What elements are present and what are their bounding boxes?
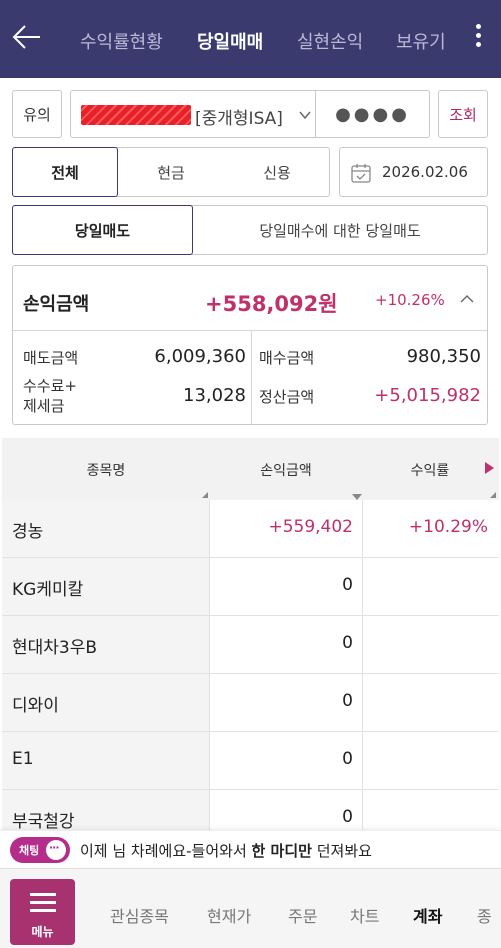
table-header: 종목명 손익금액 수익률 bbox=[2, 438, 499, 500]
fee-label: 수수료+ 제세금 bbox=[23, 376, 77, 416]
chat-message-post: 던져봐요 bbox=[311, 842, 372, 860]
divider bbox=[13, 330, 487, 331]
query-button[interactable]: 조회 bbox=[438, 90, 488, 138]
buy-amount-label: 매수금액 bbox=[259, 349, 315, 367]
more-button[interactable] bbox=[470, 20, 486, 60]
calendar-icon bbox=[351, 164, 371, 183]
segment-cash[interactable]: 현금 bbox=[157, 163, 185, 182]
stock-name: 현대차3우B bbox=[12, 638, 98, 658]
segment-credit[interactable]: 신용 bbox=[263, 163, 291, 182]
stock-name: 디와이 bbox=[12, 696, 59, 716]
stock-pnl: 0 bbox=[342, 807, 353, 827]
nav-current-price[interactable]: 현재가 bbox=[207, 907, 252, 926]
stock-rate: +10.29% bbox=[408, 517, 488, 537]
table-row[interactable]: KG케미칼 0 bbox=[2, 558, 499, 616]
arrow-left-icon bbox=[12, 25, 40, 49]
segment-all[interactable]: 전체 bbox=[12, 147, 118, 197]
mode-day-sell[interactable]: 당일매도 bbox=[12, 205, 193, 255]
chat-message-pre: 이제 님 차례에요-들어와서 bbox=[80, 842, 252, 860]
stock-name: 경농 bbox=[12, 522, 44, 542]
stock-pnl: 0 bbox=[342, 633, 353, 653]
nav-chart[interactable]: 차트 bbox=[350, 907, 380, 926]
account-select[interactable]: [중개형ISA] bbox=[70, 90, 316, 138]
sell-amount-label: 매도금액 bbox=[23, 349, 79, 367]
sort-indicator-icon bbox=[490, 492, 496, 498]
divider bbox=[251, 330, 252, 424]
nav-order[interactable]: 주문 bbox=[288, 907, 318, 926]
stock-name: KG케미칼 bbox=[12, 580, 84, 600]
pnl-summary-card: 손익금액 +558,092원 +10.26% 매도금액 6,009,360 매수… bbox=[12, 265, 488, 425]
chat-bubble-icon bbox=[46, 840, 66, 860]
chat-banner[interactable]: 채팅 이제 님 차례에요-들어와서 한 마디만 던져봐요 bbox=[0, 830, 501, 868]
tab-holding[interactable]: 보유기 bbox=[396, 32, 446, 53]
tab-return-status[interactable]: 수익률현황 bbox=[80, 32, 163, 53]
mode-day-buy-sell[interactable]: 당일매수에 대한 당일매도 bbox=[259, 221, 421, 240]
chat-message: 이제 님 차례에요-들어와서 한 마디만 던져봐요 bbox=[80, 840, 372, 861]
bottom-navigation: 메뉴 관심종목 현재가 주문 차트 계좌 종 bbox=[0, 868, 501, 948]
sell-mode-segment: 당일매도 당일매수에 대한 당일매도 bbox=[12, 205, 488, 255]
menu-button[interactable]: 메뉴 bbox=[10, 879, 75, 945]
nav-account[interactable]: 계좌 bbox=[413, 907, 443, 926]
pnl-label: 손익금액 bbox=[23, 294, 90, 315]
stock-pnl: 0 bbox=[342, 575, 353, 595]
stock-pnl: +559,402 bbox=[268, 517, 353, 537]
top-header: 수익률현황 당일매매 실현손익 보유기 bbox=[0, 0, 501, 78]
nav-watchlist[interactable]: 관심종목 bbox=[110, 907, 169, 926]
pnl-rate: +10.26% bbox=[375, 291, 445, 309]
account-name: [중개형ISA] bbox=[195, 109, 283, 129]
stock-name: 부국철강 bbox=[12, 812, 75, 832]
chevron-down-icon bbox=[299, 111, 311, 120]
table-row[interactable]: 현대차3우B 0 bbox=[2, 616, 499, 674]
pnl-amount: +558,092원 bbox=[205, 292, 338, 316]
stock-pnl: 0 bbox=[342, 749, 353, 769]
back-button[interactable] bbox=[10, 20, 50, 60]
chat-button[interactable]: 채팅 bbox=[10, 837, 70, 863]
table-row[interactable]: E1 0 bbox=[2, 732, 499, 790]
sort-desc-icon bbox=[352, 494, 362, 500]
sort-indicator-icon bbox=[202, 492, 208, 498]
date-picker[interactable]: 2026.02.06 bbox=[339, 147, 488, 197]
menu-label: 메뉴 bbox=[31, 925, 54, 939]
buy-amount-value: 980,350 bbox=[406, 346, 481, 367]
col-pnl[interactable]: 손익금액 bbox=[260, 463, 312, 479]
kebab-menu-icon bbox=[470, 24, 486, 47]
chat-pill-label: 채팅 bbox=[19, 844, 40, 857]
redacted-account-number bbox=[81, 105, 191, 125]
scroll-right-icon[interactable] bbox=[485, 462, 494, 474]
fee-label-line1: 수수료+ bbox=[23, 377, 77, 395]
sell-amount-value: 6,009,360 bbox=[154, 346, 246, 367]
credit-type-segment: 전체 현금 신용 bbox=[12, 147, 330, 197]
stock-pnl: 0 bbox=[342, 691, 353, 711]
settle-label: 정산금액 bbox=[259, 388, 315, 406]
table-row[interactable]: 디와이 0 bbox=[2, 674, 499, 732]
date-value: 2026.02.06 bbox=[382, 163, 468, 181]
nav-more[interactable]: 종 bbox=[477, 907, 492, 926]
tab-realized-pnl[interactable]: 실현손익 bbox=[297, 32, 364, 53]
fee-value: 13,028 bbox=[183, 385, 246, 406]
password-mask: ●●●● bbox=[335, 103, 410, 125]
account-type-button[interactable]: 유의 bbox=[12, 90, 62, 138]
settle-value: +5,015,982 bbox=[374, 385, 481, 406]
chat-message-bold: 한 마디만 bbox=[251, 842, 312, 860]
col-rate[interactable]: 수익률 bbox=[410, 463, 450, 479]
chevron-up-icon[interactable] bbox=[460, 292, 474, 306]
stock-name: E1 bbox=[12, 749, 34, 769]
tab-day-trade[interactable]: 당일매매 bbox=[197, 32, 264, 53]
col-stock-name[interactable]: 종목명 bbox=[86, 463, 126, 479]
fee-label-line2: 제세금 bbox=[23, 397, 65, 415]
password-field[interactable]: ●●●● bbox=[315, 90, 430, 138]
table-row[interactable]: 경농 +559,402 +10.29% bbox=[2, 500, 499, 558]
